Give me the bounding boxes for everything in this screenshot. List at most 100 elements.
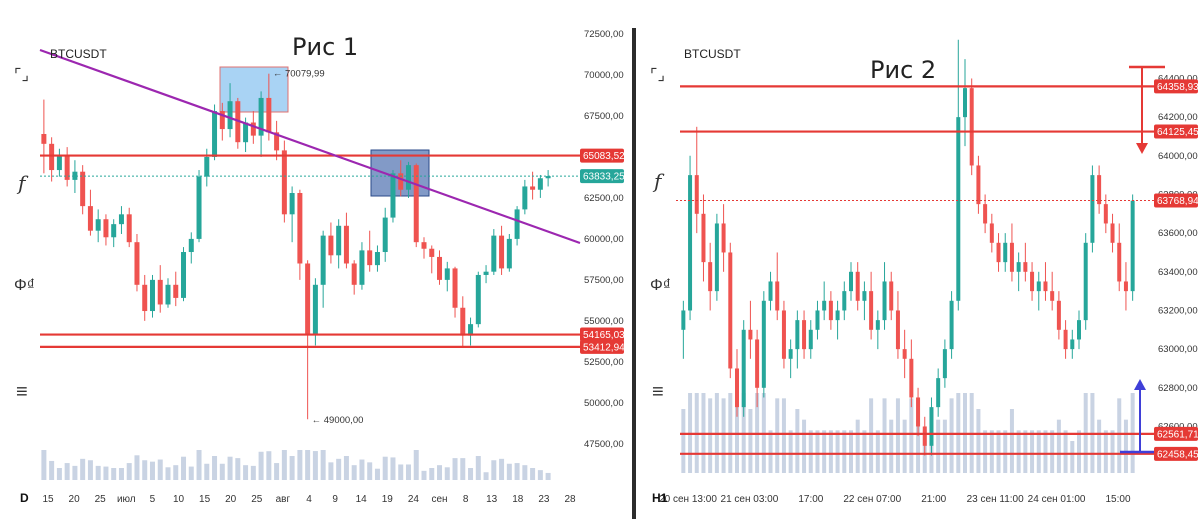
- fullscreen-icon[interactable]: ⌜⌟: [14, 67, 29, 84]
- candle[interactable]: [475, 271, 481, 328]
- candle[interactable]: [545, 170, 551, 187]
- candle[interactable]: [359, 242, 365, 290]
- settings-icon[interactable]: ≡: [16, 381, 28, 403]
- candle[interactable]: [882, 262, 887, 330]
- candle[interactable]: [748, 300, 753, 359]
- candle[interactable]: [499, 225, 505, 275]
- settings-icon[interactable]: ≡: [652, 381, 664, 403]
- timeframe-label[interactable]: D: [20, 491, 29, 505]
- candle[interactable]: [969, 78, 974, 176]
- candle[interactable]: [64, 147, 70, 187]
- candle[interactable]: [181, 247, 187, 302]
- candle[interactable]: [681, 300, 686, 359]
- candle[interactable]: [266, 73, 272, 141]
- candle[interactable]: [305, 260, 311, 420]
- candle[interactable]: [390, 170, 396, 223]
- candle[interactable]: [118, 206, 124, 234]
- timeframe-label[interactable]: H1: [652, 491, 668, 505]
- candle[interactable]: [855, 262, 860, 311]
- candle[interactable]: [989, 213, 994, 253]
- candle[interactable]: [889, 271, 894, 321]
- candle[interactable]: [1130, 194, 1135, 301]
- candle[interactable]: [815, 300, 820, 340]
- candle[interactable]: [835, 300, 840, 340]
- candle[interactable]: [902, 329, 907, 379]
- candle[interactable]: [1090, 165, 1095, 253]
- candle[interactable]: [367, 230, 373, 272]
- candle[interactable]: [382, 207, 388, 262]
- candle[interactable]: [1083, 233, 1088, 330]
- candle[interactable]: [1016, 252, 1021, 292]
- candle[interactable]: [1043, 262, 1048, 301]
- candle[interactable]: [701, 194, 706, 282]
- candle[interactable]: [1009, 223, 1014, 282]
- candle[interactable]: [875, 310, 880, 350]
- candle[interactable]: [956, 39, 961, 311]
- candle[interactable]: [103, 214, 109, 246]
- candle[interactable]: [808, 320, 813, 359]
- candle[interactable]: [802, 310, 807, 359]
- candle[interactable]: [781, 300, 786, 369]
- candle[interactable]: [1097, 165, 1102, 214]
- candle[interactable]: [963, 59, 967, 147]
- candle[interactable]: [452, 266, 458, 318]
- candle[interactable]: [188, 232, 194, 264]
- candle[interactable]: [741, 320, 746, 417]
- candle[interactable]: [522, 179, 528, 215]
- candle[interactable]: [1056, 291, 1061, 340]
- candle[interactable]: [297, 189, 303, 280]
- candle[interactable]: [165, 278, 171, 308]
- chart-1-canvas[interactable]: 72500,0070000,0067500,0065000,0062500,00…: [0, 28, 632, 519]
- candle[interactable]: [895, 291, 900, 359]
- candle[interactable]: [996, 233, 1001, 272]
- candle[interactable]: [460, 296, 466, 348]
- candle[interactable]: [134, 233, 140, 292]
- candle[interactable]: [869, 271, 874, 340]
- candle[interactable]: [788, 339, 793, 379]
- candle[interactable]: [41, 99, 47, 174]
- candle[interactable]: [708, 242, 713, 311]
- candle[interactable]: [688, 155, 693, 321]
- candle[interactable]: [775, 252, 780, 321]
- candle[interactable]: [413, 163, 419, 248]
- candle[interactable]: [1070, 329, 1075, 359]
- candle[interactable]: [1063, 320, 1068, 359]
- candle[interactable]: [149, 274, 155, 318]
- candle[interactable]: [1117, 223, 1122, 292]
- candle[interactable]: [1077, 310, 1081, 350]
- candle[interactable]: [768, 271, 773, 311]
- candle[interactable]: [735, 349, 739, 417]
- candle[interactable]: [909, 339, 914, 408]
- candle[interactable]: [196, 170, 202, 243]
- compare-icon[interactable]: Φ₫: [650, 277, 671, 294]
- candle[interactable]: [506, 233, 512, 272]
- candle[interactable]: [429, 245, 435, 274]
- candle[interactable]: [72, 160, 78, 194]
- candle[interactable]: [755, 329, 760, 408]
- candle[interactable]: [56, 148, 62, 177]
- candle[interactable]: [483, 265, 489, 284]
- fullscreen-icon[interactable]: ⌜⌟: [650, 67, 665, 84]
- candle[interactable]: [320, 230, 326, 308]
- candle[interactable]: [942, 339, 947, 388]
- candle[interactable]: [204, 148, 210, 187]
- candle[interactable]: [694, 126, 699, 234]
- candle[interactable]: [714, 213, 719, 301]
- candle[interactable]: [87, 189, 93, 236]
- candle[interactable]: [1110, 213, 1115, 253]
- candle[interactable]: [111, 219, 117, 248]
- candle[interactable]: [721, 204, 726, 272]
- candle[interactable]: [351, 260, 357, 295]
- candle[interactable]: [219, 102, 225, 141]
- trendline[interactable]: [39, 48, 581, 245]
- candle[interactable]: [289, 186, 295, 243]
- candle[interactable]: [1003, 233, 1008, 272]
- candle[interactable]: [343, 212, 349, 269]
- candle[interactable]: [421, 237, 427, 259]
- candle[interactable]: [173, 271, 179, 307]
- candle[interactable]: [227, 83, 233, 138]
- candle[interactable]: [761, 291, 766, 398]
- candle[interactable]: [537, 174, 543, 198]
- candle[interactable]: [491, 229, 497, 275]
- candle[interactable]: [929, 397, 934, 456]
